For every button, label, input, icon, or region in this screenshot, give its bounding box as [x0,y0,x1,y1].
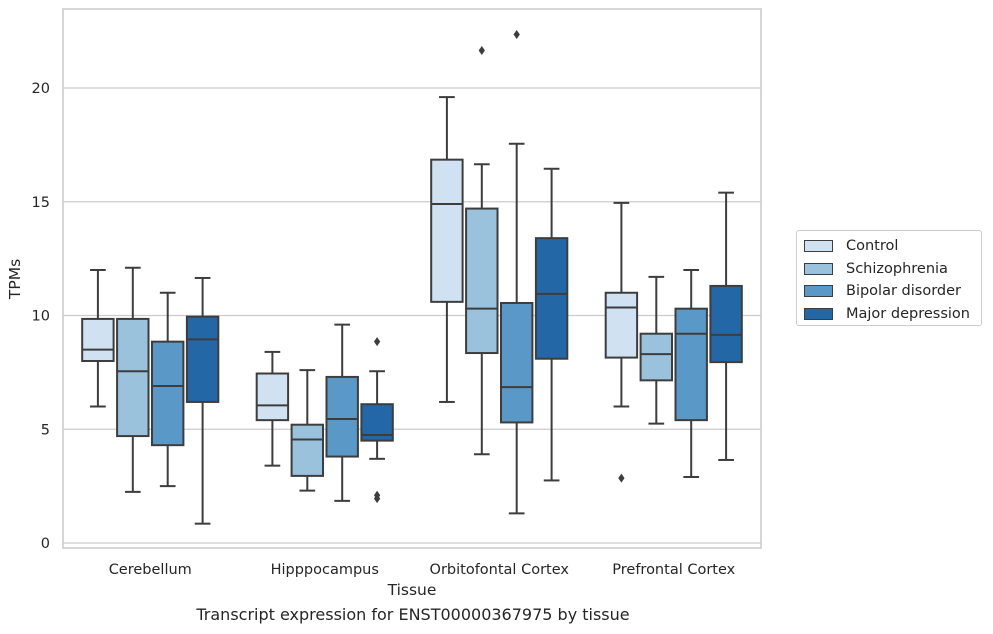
box [150,291,185,488]
legend-label: Bipolar disorder [846,283,961,300]
y-tick-label: 20 [32,81,50,97]
box-iqr [674,307,708,422]
box [116,266,150,493]
y-tick-label: 0 [41,536,50,552]
legend-label: Schizophrenia [846,260,948,277]
outlier-point [373,490,381,500]
box [465,45,499,456]
box-iqr [325,375,359,458]
box [499,30,534,515]
x-tick-label: Orbitofontal Cortex [430,562,570,578]
box-iqr [534,237,569,360]
legend-label: Major depression [846,305,970,322]
y-tick-label: 15 [32,195,50,211]
outlier-point [618,473,625,483]
y-axis-label: TPMs [6,259,24,300]
plot-area [62,8,762,549]
box-iqr [116,317,150,438]
box-iqr [639,332,674,382]
legend-item: Control [804,235,981,258]
box-iqr [499,301,534,424]
legend-swatch [804,240,833,253]
legend-swatch [804,262,833,275]
box-iqr [465,207,499,355]
x-axis-label: Tissue [387,581,437,599]
box [674,269,708,479]
box-iqr [709,284,743,364]
x-tick-label: Hipppocampus [271,562,379,578]
y-tick-label: 5 [41,422,50,438]
box-iqr [604,291,639,359]
legend-item: Major depression [804,303,981,326]
chart-caption: Transcript expression for ENST0000036797… [196,605,630,624]
box [290,369,325,492]
box-iqr [430,158,464,303]
box [604,201,639,483]
box [709,191,743,461]
box [360,337,394,504]
box-iqr [290,423,325,477]
box-iqr [150,340,185,447]
outlier-point [513,30,520,40]
outlier-point [373,337,381,347]
box-iqr [255,372,290,422]
legend-swatch [804,307,833,320]
legend-label: Control [846,238,899,255]
box [639,275,674,425]
box-iqr [81,317,115,363]
box [81,269,115,408]
legend: Control Schizophrenia Bipolar disorder Majo… [796,230,982,326]
box-iqr [185,315,220,403]
box [255,350,290,467]
legend-swatch [804,285,833,298]
box [185,276,220,525]
box [534,167,569,482]
outlier-point [478,45,485,55]
x-tick-label: Cerebellum [109,562,192,578]
legend-item: Bipolar disorder [804,280,981,303]
y-tick-label: 10 [32,309,50,325]
box [430,96,464,403]
box [325,323,359,502]
x-tick-label: Prefrontal Cortex [612,562,735,578]
legend-item: Schizophrenia [804,258,981,281]
